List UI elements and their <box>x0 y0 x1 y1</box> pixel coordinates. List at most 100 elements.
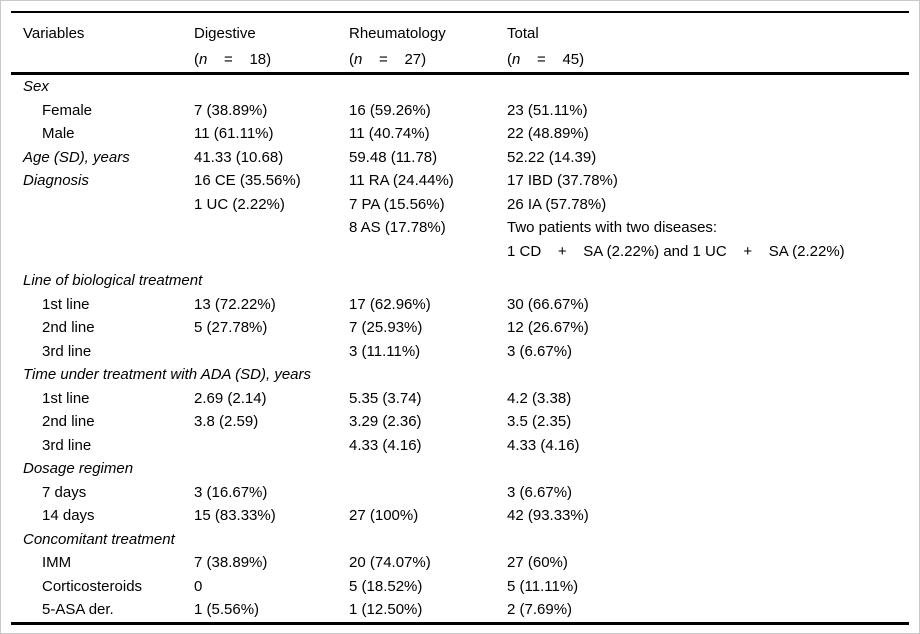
row-label: Male <box>42 125 75 143</box>
paren-open: ( <box>507 50 512 68</box>
patient-characteristics-table: Variables Digestive Rheumatology Total (… <box>11 11 909 625</box>
cell-digestive: 3 (16.67%) <box>194 483 268 501</box>
table-body: Sex Female 7 (38.89%) 16 (59.26%) 23 (51… <box>11 75 909 622</box>
n-value: = 45) <box>520 50 585 68</box>
row-label: Dosage regimen <box>23 460 134 478</box>
row-line-2nd: 2nd line 5 (27.78%) 7 (25.93%) 12 (26.67… <box>23 316 909 340</box>
row-line-3rd: 3rd line 3 (11.11%) 3 (6.67%) <box>23 340 909 364</box>
cell-total: 4.2 (3.38) <box>507 389 572 407</box>
row-diagnosis-cont-2: 8 AS (17.78%) Two patients with two dise… <box>23 216 909 240</box>
header-n-total: (n = 45) <box>507 51 909 68</box>
cell-rheumatology: 11 RA (24.44%) <box>349 172 454 190</box>
cell-digestive: 15 (83.33%) <box>194 507 276 525</box>
row-age: Age (SD), years 41.33 (10.68) 59.48 (11.… <box>23 146 909 170</box>
row-label: 1st line <box>42 389 90 407</box>
column-header-digestive: Digestive <box>194 24 256 42</box>
cell-rheumatology: 20 (74.07%) <box>349 554 431 572</box>
cell-digestive: 7 (38.89%) <box>194 554 268 572</box>
table-top-rule <box>11 11 909 13</box>
row-sex-section: Sex <box>23 75 909 99</box>
row-line-of-treatment-section: Line of biological treatment <box>23 269 909 293</box>
cell-rheumatology: 11 (40.74%) <box>349 125 430 143</box>
cell-rheumatology: 5 (18.52%) <box>349 577 423 595</box>
column-header-total: Total <box>507 24 539 42</box>
cell-total: 5 (11.11%) <box>507 577 579 595</box>
cell-rheumatology: 7 PA (15.56%) <box>349 195 445 213</box>
column-header-variables: Variables <box>23 24 85 42</box>
row-label: 7 days <box>42 483 87 501</box>
cell-rheumatology: 17 (62.96%) <box>349 295 431 313</box>
row-diagnosis-cont-3: 1 CD + SA (2.22%) and 1 UC + SA (2.22%) <box>23 240 909 264</box>
row-dosage-section: Dosage regimen <box>23 457 909 481</box>
row-label: IMM <box>42 554 72 572</box>
cell-total: 3 (6.67%) <box>507 342 573 360</box>
cell-total: 1 CD + SA (2.22%) and 1 UC + SA (2.22%) <box>507 242 845 260</box>
row-time-3rd: 3rd line 4.33 (4.16) 4.33 (4.16) <box>23 434 909 458</box>
cell-digestive: 2.69 (2.14) <box>194 389 267 407</box>
cell-total: 2 (7.69%) <box>507 601 573 619</box>
table-header-rule <box>11 72 909 75</box>
cell-total: 30 (66.67%) <box>507 295 589 313</box>
row-label: 3rd line <box>42 436 92 454</box>
cell-total: 42 (93.33%) <box>507 507 589 525</box>
row-diagnosis-cont-1: 1 UC (2.22%) 7 PA (15.56%) 26 IA (57.78%… <box>23 193 909 217</box>
n-symbol: n <box>512 50 521 68</box>
cell-rheumatology: 4.33 (4.16) <box>349 436 422 454</box>
cell-digestive: 1 (5.56%) <box>194 601 260 619</box>
cell-rheumatology: 27 (100%) <box>349 507 419 525</box>
cell-total: 22 (48.89%) <box>507 125 589 143</box>
cell-rheumatology: 3 (11.11%) <box>349 342 421 360</box>
cell-total: 27 (60%) <box>507 554 568 572</box>
cell-total: 4.33 (4.16) <box>507 436 580 454</box>
cell-rheumatology: 5.35 (3.74) <box>349 389 422 407</box>
table-bottom-rule <box>11 621 909 625</box>
header-n-rheumatology: (n = 27) <box>349 51 507 68</box>
row-time-2nd: 2nd line 3.8 (2.59) 3.29 (2.36) 3.5 (2.3… <box>23 410 909 434</box>
row-5-asa: 5-ASA der. 1 (5.56%) 1 (12.50%) 2 (7.69%… <box>23 598 909 622</box>
row-label: 14 days <box>42 507 95 525</box>
cell-digestive: 16 CE (35.56%) <box>194 172 301 190</box>
table-header: Variables Digestive Rheumatology Total (… <box>11 13 909 72</box>
cell-total: 3.5 (2.35) <box>507 413 572 431</box>
row-label: 3rd line <box>42 342 92 360</box>
row-label: 1st line <box>42 295 90 313</box>
cell-digestive: 5 (27.78%) <box>194 319 268 337</box>
header-n-row: (n = 18) (n = 27) (n = 45) <box>23 46 909 72</box>
column-header-rheumatology: Rheumatology <box>349 24 446 42</box>
paren-open: ( <box>349 50 354 68</box>
cell-total: Two patients with two diseases: <box>507 219 718 237</box>
row-label: Concomitant treatment <box>23 530 175 548</box>
row-label: 2nd line <box>42 319 95 337</box>
cell-digestive: 13 (72.22%) <box>194 295 276 313</box>
cell-total: 52.22 (14.39) <box>507 148 597 166</box>
row-line-1st: 1st line 13 (72.22%) 17 (62.96%) 30 (66.… <box>23 293 909 317</box>
row-label: Female <box>42 101 93 119</box>
cell-total: 17 IBD (37.78%) <box>507 172 618 190</box>
row-label: Diagnosis <box>23 172 89 190</box>
cell-total: 26 IA (57.78%) <box>507 195 607 213</box>
row-time-1st: 1st line 2.69 (2.14) 5.35 (3.74) 4.2 (3.… <box>23 387 909 411</box>
cell-rheumatology: 8 AS (17.78%) <box>349 219 446 237</box>
row-label: 2nd line <box>42 413 95 431</box>
row-label: Sex <box>23 78 49 96</box>
row-label: Time under treatment with ADA (SD), year… <box>23 366 312 384</box>
row-label: 5-ASA der. <box>42 601 114 619</box>
row-label: Line of biological treatment <box>23 272 203 290</box>
row-corticosteroids: Corticosteroids 0 5 (18.52%) 5 (11.11%) <box>23 575 909 599</box>
cell-digestive: 41.33 (10.68) <box>194 148 284 166</box>
n-symbol: n <box>354 50 363 68</box>
row-label: Age (SD), years <box>23 148 130 166</box>
row-female: Female 7 (38.89%) 16 (59.26%) 23 (51.11%… <box>23 99 909 123</box>
row-male: Male 11 (61.11%) 11 (40.74%) 22 (48.89%) <box>23 122 909 146</box>
row-diagnosis: Diagnosis 16 CE (35.56%) 11 RA (24.44%) … <box>23 169 909 193</box>
row-imm: IMM 7 (38.89%) 20 (74.07%) 27 (60%) <box>23 551 909 575</box>
paren-open: ( <box>194 50 199 68</box>
row-7-days: 7 days 3 (16.67%) 3 (6.67%) <box>23 481 909 505</box>
cell-digestive: 11 (61.11%) <box>194 125 274 143</box>
n-value: = 27) <box>362 50 427 68</box>
row-label: Corticosteroids <box>42 577 143 595</box>
cell-rheumatology: 3.29 (2.36) <box>349 413 422 431</box>
row-concomitant-section: Concomitant treatment <box>23 528 909 552</box>
cell-rheumatology: 1 (12.50%) <box>349 601 423 619</box>
